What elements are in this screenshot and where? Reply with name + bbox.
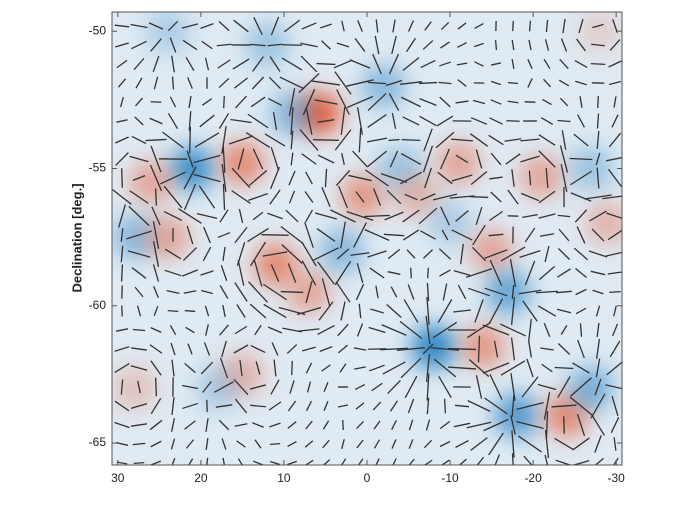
polarization-stick — [445, 399, 446, 414]
polarization-stick — [282, 45, 302, 46]
polarization-stick — [506, 121, 519, 122]
map-blob — [362, 64, 406, 108]
polarization-stick — [343, 420, 344, 430]
map-blob — [486, 270, 530, 314]
polarization-stick — [185, 311, 196, 312]
polarization-stick — [564, 416, 565, 433]
polarization-stick — [281, 292, 303, 293]
map-blob — [171, 146, 215, 190]
map-blob — [495, 394, 539, 438]
polarization-stick — [156, 188, 157, 205]
x-tick-label: -10 — [441, 471, 459, 485]
map-blob — [586, 201, 630, 245]
polarization-stick — [134, 463, 145, 464]
polarization-stick — [313, 140, 339, 141]
polarization-stick — [224, 96, 225, 108]
x-tick-label: 20 — [194, 471, 208, 485]
y-tick-label: -65 — [89, 435, 107, 449]
y-tick-label: -50 — [89, 23, 107, 37]
map-blob — [569, 366, 613, 410]
polarization-stick — [598, 96, 599, 108]
map-blob — [146, 9, 190, 53]
map-blob — [411, 325, 455, 369]
polarization-stick — [270, 444, 280, 445]
polarization-stick — [513, 21, 514, 31]
polarization-stick — [156, 378, 157, 397]
polarization-stick — [402, 140, 421, 141]
polarization-stick — [411, 268, 412, 279]
map-blob — [578, 9, 622, 53]
map-blob — [519, 155, 563, 199]
polarization-stick — [122, 168, 123, 187]
y-tick-label: -55 — [89, 161, 107, 175]
polarization-stick — [419, 83, 437, 84]
map-blob — [569, 146, 613, 190]
polarization-stick — [317, 64, 336, 65]
x-tick-label: 10 — [277, 471, 291, 485]
map-blob — [146, 215, 190, 259]
polarization-stick — [448, 349, 476, 350]
x-tick-label: -20 — [524, 471, 542, 485]
polarization-stick — [428, 268, 429, 278]
x-tick-label: 30 — [111, 471, 125, 485]
polarization-stick — [190, 127, 191, 153]
polarization-stick — [261, 235, 288, 236]
polarization-stick — [168, 311, 179, 312]
polarization-stick — [496, 40, 497, 50]
polarization-stick — [122, 264, 123, 281]
polarization-stick — [292, 361, 293, 375]
x-tick-label: 0 — [364, 471, 371, 485]
y-tick-label: -60 — [89, 298, 107, 312]
polarization-stick — [470, 197, 488, 198]
polarization-stick — [591, 64, 606, 65]
polarization-stick — [530, 21, 531, 32]
x-tick-label: -30 — [608, 471, 626, 485]
y-axis-label: Declination [deg.] — [69, 183, 84, 292]
polarization-stick — [609, 292, 620, 293]
